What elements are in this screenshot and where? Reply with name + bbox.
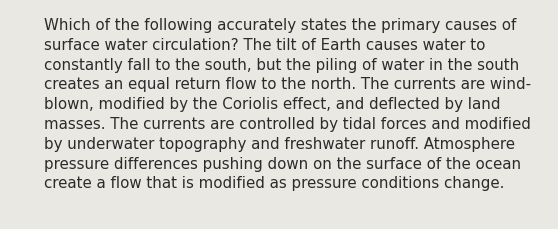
Text: masses. The currents are controlled by tidal forces and modified: masses. The currents are controlled by t… <box>44 117 531 131</box>
Text: Which of the following accurately states the primary causes of: Which of the following accurately states… <box>44 18 516 33</box>
Text: surface water circulation? The tilt of Earth causes water to: surface water circulation? The tilt of E… <box>44 38 485 53</box>
Text: create a flow that is modified as pressure conditions change.: create a flow that is modified as pressu… <box>44 176 504 191</box>
Text: creates an equal return flow to the north. The currents are wind-: creates an equal return flow to the nort… <box>44 77 531 92</box>
Text: by underwater topography and freshwater runoff. Atmosphere: by underwater topography and freshwater … <box>44 136 515 151</box>
Text: blown, modified by the Coriolis effect, and deflected by land: blown, modified by the Coriolis effect, … <box>44 97 501 112</box>
Text: constantly fall to the south, but the piling of water in the south: constantly fall to the south, but the pi… <box>44 57 519 72</box>
Text: pressure differences pushing down on the surface of the ocean: pressure differences pushing down on the… <box>44 156 521 171</box>
